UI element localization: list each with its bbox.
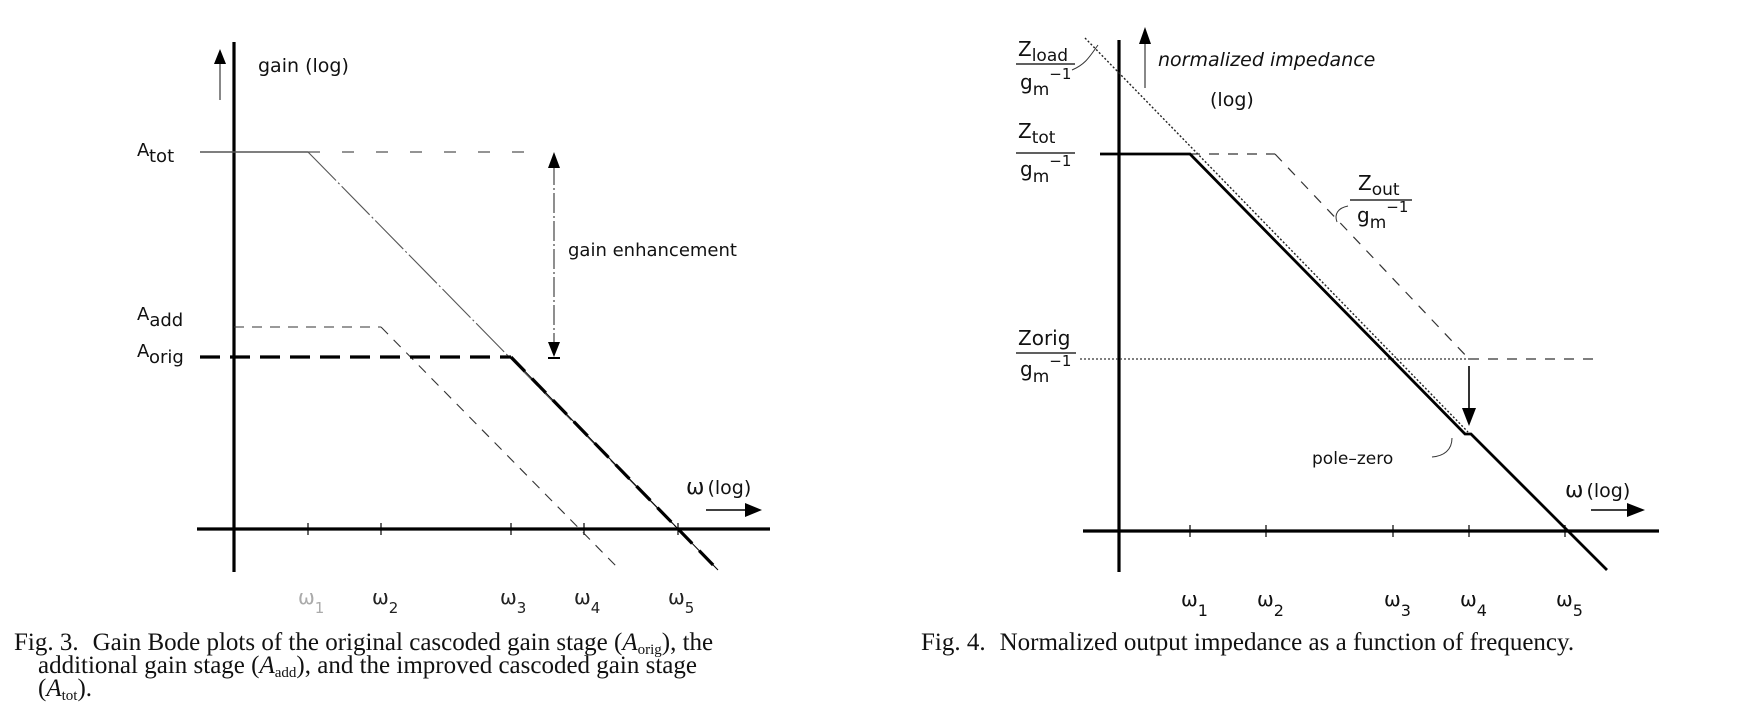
- x-tick-labels: ω1 ω2 ω3 ω4 ω5: [1181, 587, 1583, 620]
- level-label-z-orig: Zorig gm−1: [1016, 326, 1076, 387]
- figure-4-caption: Fig. 4. Normalized output impedance as a …: [921, 629, 1751, 656]
- svg-text:Zorig: Zorig: [1018, 326, 1070, 350]
- tick-label-w2: ω2: [372, 585, 398, 617]
- pole-zero-leader: [1431, 437, 1453, 458]
- caption-text: Normalized output impedance as a functio…: [999, 629, 1575, 656]
- svg-text:Zout: Zout: [1358, 171, 1400, 200]
- pole-zero-label: pole–zero: [1312, 449, 1393, 469]
- caption-text: ), and the improved cascoded gain stage: [296, 652, 697, 679]
- tick-label-w4: ω4: [1460, 587, 1487, 620]
- level-label-a-add: Aadd: [137, 304, 183, 331]
- caption-text: Gain Bode plots of the original cascoded…: [92, 629, 623, 656]
- tick-label-w4: ω4: [574, 585, 600, 617]
- level-label-z-load: Zload gm−1: [1016, 37, 1075, 100]
- y-axis-label: normalized impedance: [1158, 49, 1375, 71]
- caption-var-sub: orig: [637, 642, 662, 658]
- curve-a-add: [234, 326, 617, 567]
- caption-var-sub: add: [274, 665, 297, 681]
- x-axis-label: ω (log): [686, 475, 751, 500]
- level-label-z-out: Zout gm−1: [1350, 171, 1412, 233]
- pole-zero-arrow-icon: [1462, 366, 1476, 426]
- level-labels: Atot Aadd Aorig: [137, 140, 184, 368]
- caption-var: A: [259, 652, 275, 679]
- caption-text: additional gain stage (: [38, 652, 260, 679]
- y-axis-unit: (log): [1210, 89, 1254, 111]
- caption-number: Fig. 3.: [14, 629, 79, 656]
- caption-var: A: [622, 629, 638, 656]
- tick-label-w2: ω2: [1257, 587, 1284, 620]
- x-axis-arrow-icon: [1591, 503, 1645, 517]
- figure-3-gain-bode-plot: gain (log) ω (log) ω1 ω2 ω3 ω4 ω5 Atot Aa…: [137, 42, 770, 617]
- tick-label-w3: ω3: [500, 585, 526, 617]
- tick-label-w3: ω3: [1384, 587, 1411, 620]
- x-tick-labels: ω1 ω2 ω3 ω4 ω5: [298, 585, 694, 617]
- level-label-a-orig: Aorig: [137, 341, 184, 368]
- caption-text: ).: [77, 675, 93, 702]
- svg-text:gm−1: gm−1: [1357, 198, 1408, 233]
- svg-text:Ztot: Ztot: [1018, 119, 1056, 148]
- svg-text:gm−1: gm−1: [1020, 152, 1071, 187]
- curve-a-tot: [200, 151, 679, 530]
- tick-label-w1: ω1: [298, 585, 324, 617]
- x-axis-arrow-icon: [706, 503, 762, 517]
- caption-var-sub: tot: [61, 688, 78, 704]
- gain-enhancement-label: gain enhancement: [568, 240, 737, 261]
- x-axis-label: ω (log): [1565, 478, 1630, 503]
- svg-text:Zload: Zload: [1018, 37, 1068, 66]
- svg-text:gm−1: gm−1: [1020, 65, 1071, 100]
- figure-4-impedance-plot: normalized impedance (log) ω (log) ω1 ω2 …: [1016, 27, 1659, 620]
- caption-var: A: [46, 675, 62, 702]
- curve-z-load: [1084, 37, 1469, 433]
- z-out-leader: [1335, 205, 1349, 223]
- y-axis-arrow-icon: [1139, 27, 1151, 88]
- tick-label-w5: ω5: [1556, 587, 1583, 620]
- caption-text: (: [38, 675, 47, 702]
- y-axis-label: gain (log): [258, 55, 349, 77]
- gain-enhancement-arrow-icon: [548, 152, 560, 359]
- z-load-leader: [1071, 44, 1099, 71]
- caption-number: Fig. 4.: [921, 629, 986, 656]
- level-label-a-tot: Atot: [137, 140, 174, 167]
- curve-z-out: [1190, 153, 1600, 360]
- caption-text: ), the: [661, 629, 714, 656]
- svg-text:gm−1: gm−1: [1020, 352, 1071, 387]
- level-labels: Zload gm−1 Ztot gm−1 Zout gm−1 Zorig gm−…: [1016, 37, 1412, 387]
- curve-a-orig-centerline: [510, 356, 719, 571]
- level-label-z-tot: Ztot gm−1: [1016, 119, 1075, 187]
- y-axis-arrow-icon: [214, 49, 226, 100]
- tick-label-w1: ω1: [1181, 587, 1208, 620]
- figure-3-caption: Fig. 3. Gain Bode plots of the original c…: [14, 629, 894, 704]
- curve-a-orig: [200, 355, 720, 572]
- curve-z-tot: [1100, 152, 1608, 571]
- tick-label-w5: ω5: [668, 585, 694, 617]
